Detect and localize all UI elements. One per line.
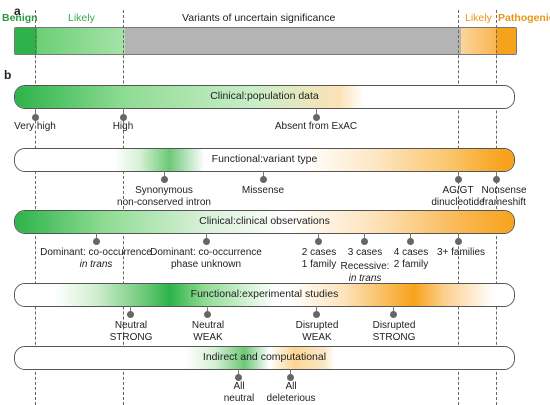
- marker-dot: [204, 311, 211, 318]
- marker-label: Neutral WEAK: [191, 320, 225, 343]
- division-line-1: [35, 10, 36, 405]
- marker-label: Absent from ExAC: [274, 121, 358, 132]
- marker-label: Disrupted STRONG: [372, 320, 416, 343]
- vus-label: Variants of uncertain significance: [182, 12, 336, 24]
- marker-dot: [120, 114, 127, 121]
- marker-dot: [93, 238, 100, 245]
- evidence-bar-clinical-observations: Clinical:clinical observations: [14, 210, 515, 234]
- marker-label: 3+ families: [436, 247, 486, 258]
- marker-label: 2 cases 1 family: [301, 247, 337, 270]
- marker-label: Dominant: co-occurrence in trans: [40, 247, 152, 270]
- marker-dot: [315, 238, 322, 245]
- marker-dot: [313, 114, 320, 121]
- row-title: Indirect and computational: [202, 351, 327, 363]
- marker-dot: [361, 238, 368, 245]
- marker-label: Very high: [14, 121, 56, 132]
- marker-label: 3 cases: [347, 247, 383, 258]
- marker-label: Synonymous non-conserved intron: [117, 185, 211, 208]
- marker-label: 4 cases 2 family: [393, 247, 429, 270]
- marker-dot: [235, 374, 242, 381]
- likely-benign-segment: [37, 28, 125, 54]
- marker-dot: [127, 311, 134, 318]
- marker-dot: [260, 176, 267, 183]
- row-title: Clinical:clinical observations: [199, 215, 330, 227]
- benign-label: Benign: [2, 12, 38, 24]
- marker-label: Nonsense frameshift: [481, 185, 527, 208]
- marker-dot: [32, 114, 39, 121]
- pathogenic-segment: [496, 28, 516, 54]
- marker-label: All neutral: [223, 381, 255, 404]
- evidence-bar-computational: Indirect and computational: [14, 346, 515, 370]
- marker-label: High: [112, 121, 134, 132]
- division-line-4: [496, 10, 497, 405]
- classification-scale-bar: [14, 27, 517, 55]
- likely-pathogenic-label: Likely: [465, 12, 492, 24]
- evidence-bar-variant-type: Functional:variant type: [14, 148, 515, 172]
- marker-dot: [493, 176, 500, 183]
- marker-dot: [313, 311, 320, 318]
- panel-b-letter: b: [4, 68, 12, 82]
- marker-label: All deleterious: [266, 381, 316, 404]
- likely-benign-label: Likely: [68, 12, 95, 24]
- evidence-bar-experimental-studies: Functional:experimental studies: [14, 283, 515, 307]
- row-title: Functional:experimental studies: [190, 288, 339, 300]
- marker-label: Disrupted WEAK: [295, 320, 339, 343]
- marker-dot: [455, 176, 462, 183]
- row-title: Functional:variant type: [211, 153, 318, 165]
- division-line-3: [458, 10, 459, 405]
- vus-segment: [125, 28, 461, 54]
- row-title: Clinical:population data: [210, 90, 319, 102]
- marker-dot: [161, 176, 168, 183]
- marker-dot: [407, 238, 414, 245]
- pathogenic-label: Pathogenic: [498, 12, 550, 24]
- marker-label: Neutral STRONG: [109, 320, 153, 343]
- likely-pathogenic-segment: [461, 28, 496, 54]
- marker-label: Dominant: co-occurrence phase unknown: [150, 247, 262, 270]
- marker-dot: [287, 374, 294, 381]
- panel-a-letter: a: [14, 4, 21, 18]
- evidence-bar-population: Clinical:population data: [14, 85, 515, 109]
- marker-label: Recessive: in trans: [340, 261, 390, 284]
- marker-dot: [455, 238, 462, 245]
- benign-segment: [15, 28, 37, 54]
- division-line-2: [123, 10, 124, 405]
- marker-label: AG/GT dinucleotide: [431, 185, 485, 208]
- marker-dot: [390, 311, 397, 318]
- marker-dot: [203, 238, 210, 245]
- marker-label: Missense: [241, 185, 285, 196]
